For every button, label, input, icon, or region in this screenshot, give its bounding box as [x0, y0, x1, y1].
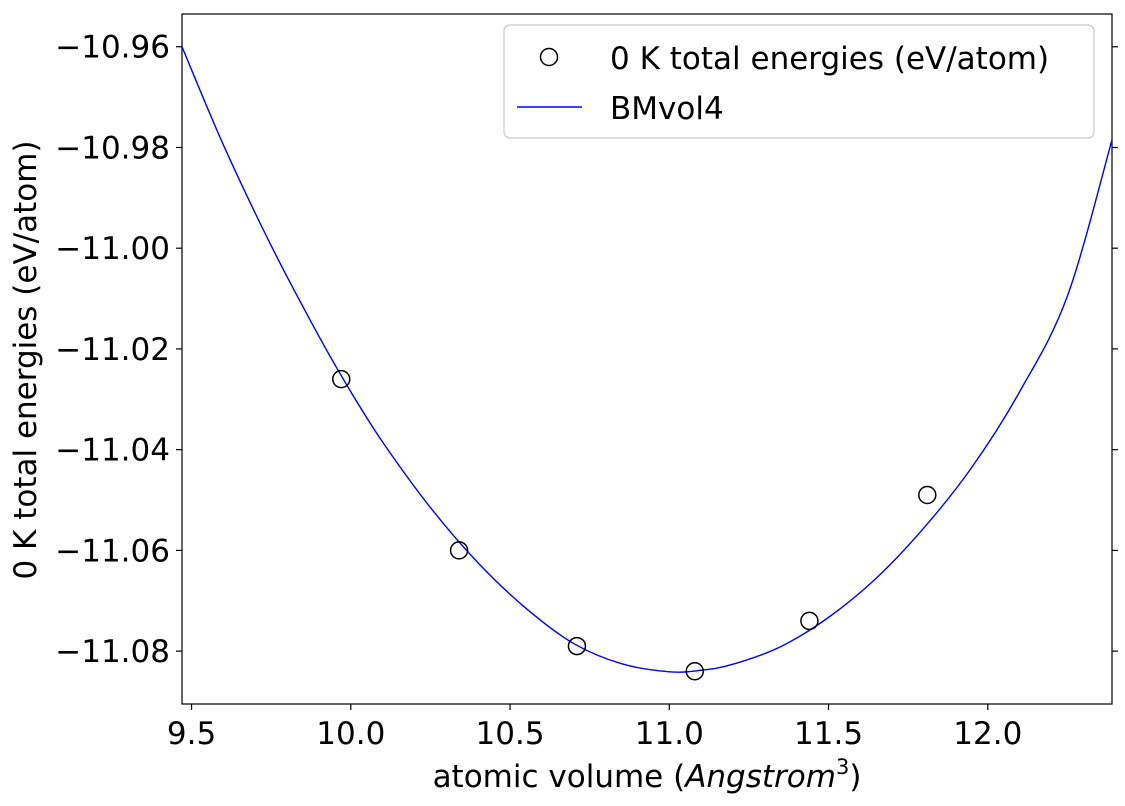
x-axis-label-suffix: ) [849, 759, 861, 795]
axes-frame [181, 13, 1113, 705]
y-axis-label: 0 K total energies (eV/atom) [8, 140, 44, 579]
y-tick-label: −11.08 [55, 634, 170, 670]
y-axis-label-group: 0 K total energies (eV/atom) [8, 140, 44, 579]
y-tick-label: −11.06 [55, 533, 170, 569]
y-tick-label: −10.96 [55, 30, 170, 66]
x-axis-label-unit: Angstrom [683, 759, 836, 795]
legend: 0 K total energies (eV/atom) BMvol4 [503, 24, 1095, 139]
y-tick-label: −11.02 [55, 332, 170, 368]
legend-marker-energies [539, 47, 559, 67]
y-tick-label: −11.00 [55, 231, 170, 267]
data-point [685, 662, 705, 681]
x-axis-label-superscript: 3 [836, 755, 849, 779]
legend-label-bmvol4: BMvol4 [610, 91, 724, 127]
x-axis-label: atomic volume (Angstrom3) [433, 755, 862, 795]
x-tick-label: 11.5 [794, 716, 863, 752]
x-tick-label: 10.0 [316, 716, 385, 752]
x-tick-label: 9.5 [167, 716, 216, 752]
legend-frame [503, 24, 1095, 139]
data-point [567, 636, 587, 656]
plot-area: 9.5 10.0 10.5 11.0 11.5 12.0 −10.96 −10.98 −11.0… [55, 13, 1118, 752]
x-tick-label: 12.0 [953, 716, 1022, 752]
x-tick-label: 10.5 [476, 716, 545, 752]
data-point [800, 611, 819, 631]
data-point [918, 485, 937, 505]
x-tick-label: 11.0 [635, 716, 704, 752]
data-point [449, 541, 469, 560]
y-tick-label: −11.04 [55, 433, 170, 469]
y-tick-label: −10.98 [55, 130, 170, 166]
data-point [331, 369, 351, 389]
x-axis-label-prefix: atomic volume ( [433, 759, 686, 795]
legend-label-energies: 0 K total energies (eV/atom) [610, 41, 1049, 77]
series-line-bmvol4 [182, 46, 1112, 673]
